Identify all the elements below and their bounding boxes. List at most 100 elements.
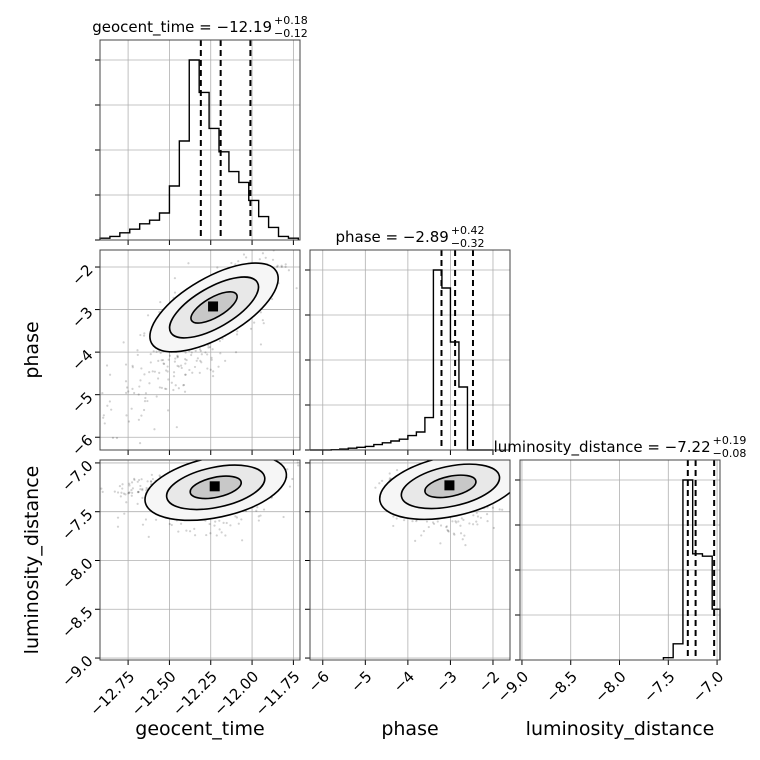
- sample-point: [167, 358, 170, 361]
- sample-point: [286, 468, 289, 471]
- sample-point: [459, 524, 462, 527]
- sample-point: [153, 370, 156, 373]
- sample-point: [485, 513, 489, 516]
- sample-point: [124, 363, 128, 366]
- sample-point: [170, 523, 173, 527]
- x-tick-label-geocent_time-3: −12.00: [210, 668, 262, 720]
- title-phase: phase = −2.89 +0.42−0.32: [335, 224, 484, 250]
- sample-point: [280, 264, 283, 267]
- sample-point: [102, 414, 105, 417]
- sample-point: [262, 322, 265, 325]
- sample-point: [184, 358, 187, 361]
- sample-point: [200, 353, 203, 356]
- sample-point: [179, 364, 183, 367]
- sample-point: [174, 384, 177, 387]
- sample-point: [476, 515, 480, 518]
- sample-point: [173, 277, 177, 280]
- sample-point: [147, 535, 150, 539]
- sample-point: [199, 359, 202, 362]
- sample-point: [180, 366, 183, 370]
- sample-point: [158, 474, 161, 477]
- sample-point: [163, 362, 166, 366]
- sample-point: [159, 301, 162, 304]
- sample-point: [173, 360, 176, 363]
- sample-point: [224, 359, 227, 362]
- sample-point: [242, 253, 246, 256]
- sample-point: [131, 387, 134, 390]
- sample-point: [176, 354, 179, 357]
- sample-point: [130, 494, 133, 497]
- sample-point: [151, 477, 155, 481]
- sample-point: [140, 478, 143, 481]
- sample-point: [156, 377, 160, 380]
- sample-point: [123, 512, 126, 515]
- sample-point: [460, 517, 463, 520]
- y-tick-label-luminosity_distance-2: −8.0: [58, 554, 96, 592]
- sample-point: [136, 349, 139, 352]
- sample-point: [158, 386, 161, 389]
- sample-point: [166, 365, 169, 368]
- sample-point: [205, 533, 208, 537]
- sample-point: [122, 341, 125, 344]
- sample-point: [200, 361, 203, 364]
- sample-point: [128, 484, 131, 487]
- title-sub-text: −0.08: [713, 447, 747, 460]
- panel-frame: [99, 249, 301, 451]
- sample-point: [214, 520, 217, 523]
- sample-point: [215, 534, 218, 537]
- sample-point: [431, 521, 435, 524]
- sample-point: [164, 387, 167, 390]
- sample-point: [490, 458, 492, 460]
- hist-panel-geocent_time: [95, 39, 301, 245]
- sample-point: [125, 501, 128, 504]
- sample-point: [191, 371, 194, 374]
- sample-point: [240, 518, 243, 521]
- sample-point: [259, 514, 262, 517]
- sample-point: [113, 490, 116, 493]
- sample-point: [439, 524, 443, 527]
- sample-point: [131, 366, 134, 369]
- panel-content: [100, 460, 300, 542]
- sample-point: [276, 265, 279, 268]
- contour-outer: [149, 262, 279, 353]
- sample-point: [475, 520, 478, 523]
- sample-point: [185, 529, 188, 532]
- sample-point: [140, 367, 143, 370]
- y-axis-label-phase: phase: [21, 321, 43, 378]
- sample-point: [452, 532, 455, 535]
- sample-point: [235, 516, 239, 519]
- sample-point: [229, 524, 232, 527]
- title-main-text: luminosity_distance = −7.22: [494, 438, 711, 457]
- sample-point: [271, 297, 274, 301]
- sample-point: [136, 353, 139, 357]
- sample-point: [143, 373, 146, 376]
- y-tick-label-phase-3: −3: [68, 303, 96, 331]
- hist-panel-phase: [305, 249, 511, 455]
- sample-point: [224, 534, 227, 537]
- title-main-text: geocent_time = −12.19: [92, 18, 272, 37]
- scatter-panel-phase-luminosity_distance: [305, 458, 511, 665]
- sample-point: [188, 368, 191, 372]
- y-tick-label-luminosity_distance-0: −9.0: [58, 652, 96, 690]
- panel-frame: [99, 39, 301, 241]
- sample-point: [259, 343, 263, 346]
- sample-point: [155, 350, 158, 353]
- sample-point: [177, 387, 180, 390]
- sample-point: [234, 515, 237, 518]
- sample-point: [146, 480, 149, 483]
- sample-point: [234, 263, 237, 266]
- panel-frame: [309, 249, 511, 451]
- sample-point: [139, 379, 142, 382]
- sample-point: [175, 426, 178, 429]
- sample-point: [236, 330, 239, 333]
- sample-point: [241, 539, 244, 542]
- sample-point: [182, 383, 186, 387]
- sample-point: [127, 420, 131, 423]
- contour-mid: [400, 463, 501, 510]
- sample-point: [411, 520, 414, 523]
- sample-point: [161, 358, 165, 362]
- sample-point: [184, 373, 187, 376]
- sample-point: [128, 482, 131, 485]
- sample-point: [388, 472, 391, 475]
- sample-point: [10, 501, 12, 503]
